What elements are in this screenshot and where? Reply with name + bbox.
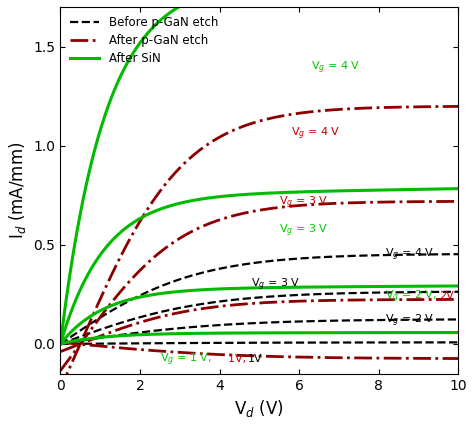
Text: V$_g$ = 2 V,: V$_g$ = 2 V, xyxy=(384,289,438,305)
Text: V$_g$ = 4 V: V$_g$ = 4 V xyxy=(291,125,341,141)
Text: V$_g$ = 4 V: V$_g$ = 4 V xyxy=(384,247,434,264)
Y-axis label: I$_d$ (mA/mm): I$_d$ (mA/mm) xyxy=(7,141,28,239)
Text: V$_g$ = 2 V: V$_g$ = 2 V xyxy=(384,313,434,329)
Legend: Before p-GaN etch, After p-GaN etch, After SiN: Before p-GaN etch, After p-GaN etch, Aft… xyxy=(66,13,222,69)
Text: V$_g$ = 1 V,: V$_g$ = 1 V, xyxy=(160,351,213,368)
Text: V$_g$ = 3 V: V$_g$ = 3 V xyxy=(279,195,328,211)
Text: V$_g$ = 3 V: V$_g$ = 3 V xyxy=(251,277,301,293)
X-axis label: V$_d$ (V): V$_d$ (V) xyxy=(235,398,284,419)
Text: 1V: 1V xyxy=(248,354,263,364)
Text: V$_g$ = 3 V: V$_g$ = 3 V xyxy=(279,222,328,239)
Text: 1V,: 1V, xyxy=(228,354,250,364)
Text: 2V: 2V xyxy=(439,291,454,301)
Text: V$_g$ = 4 V: V$_g$ = 4 V xyxy=(311,60,361,76)
